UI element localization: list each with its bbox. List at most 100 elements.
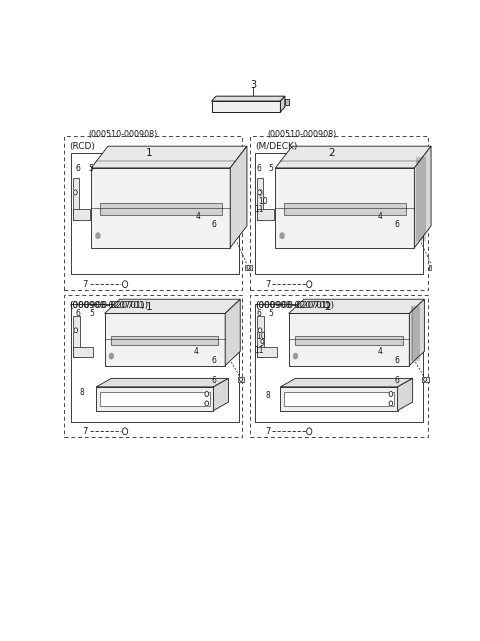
Text: (M/DECK): (M/DECK) bbox=[255, 142, 298, 151]
Polygon shape bbox=[257, 347, 277, 357]
Circle shape bbox=[73, 190, 77, 195]
Polygon shape bbox=[409, 299, 424, 365]
Text: (000908-020701): (000908-020701) bbox=[69, 301, 145, 310]
Polygon shape bbox=[285, 99, 289, 104]
Polygon shape bbox=[255, 153, 423, 274]
Circle shape bbox=[247, 265, 250, 269]
Text: 2: 2 bbox=[328, 149, 335, 158]
Text: 9: 9 bbox=[258, 189, 263, 198]
Text: (000908-020701): (000908-020701) bbox=[69, 301, 148, 310]
Text: 4: 4 bbox=[377, 347, 383, 356]
Polygon shape bbox=[71, 153, 239, 274]
Polygon shape bbox=[257, 210, 274, 220]
Text: 7: 7 bbox=[265, 427, 270, 436]
Text: 6: 6 bbox=[212, 356, 217, 365]
Text: 6: 6 bbox=[75, 164, 80, 173]
Circle shape bbox=[307, 281, 312, 288]
Polygon shape bbox=[280, 96, 285, 112]
Polygon shape bbox=[212, 96, 285, 101]
Polygon shape bbox=[414, 146, 431, 247]
Polygon shape bbox=[100, 392, 210, 406]
Circle shape bbox=[280, 233, 284, 238]
Text: (000908-020701): (000908-020701) bbox=[255, 301, 331, 310]
Circle shape bbox=[240, 378, 242, 381]
Text: 6: 6 bbox=[394, 376, 399, 385]
Polygon shape bbox=[280, 378, 413, 387]
Polygon shape bbox=[73, 347, 93, 357]
Circle shape bbox=[258, 328, 262, 333]
Polygon shape bbox=[73, 178, 79, 220]
Polygon shape bbox=[245, 265, 252, 270]
Circle shape bbox=[109, 353, 113, 359]
Text: 5: 5 bbox=[269, 164, 274, 173]
Circle shape bbox=[122, 428, 128, 435]
Polygon shape bbox=[225, 299, 240, 365]
Text: 7: 7 bbox=[83, 279, 88, 288]
Text: 8: 8 bbox=[80, 388, 84, 397]
Polygon shape bbox=[276, 168, 414, 247]
Circle shape bbox=[293, 353, 298, 359]
Text: 1: 1 bbox=[146, 149, 153, 158]
Polygon shape bbox=[212, 101, 280, 112]
Text: 6: 6 bbox=[394, 356, 399, 365]
Text: (000510-000908): (000510-000908) bbox=[267, 130, 336, 139]
Polygon shape bbox=[96, 378, 228, 387]
Circle shape bbox=[389, 392, 393, 396]
Polygon shape bbox=[91, 146, 247, 168]
Text: 6: 6 bbox=[257, 164, 262, 173]
Text: 6: 6 bbox=[212, 376, 217, 385]
Circle shape bbox=[205, 392, 209, 396]
Circle shape bbox=[258, 190, 261, 195]
Text: 4: 4 bbox=[193, 347, 198, 356]
Polygon shape bbox=[96, 387, 214, 411]
Circle shape bbox=[205, 401, 209, 406]
Text: 11: 11 bbox=[254, 204, 264, 213]
Polygon shape bbox=[214, 378, 228, 411]
Polygon shape bbox=[230, 146, 247, 247]
Text: 4: 4 bbox=[195, 212, 200, 221]
Circle shape bbox=[122, 281, 128, 288]
Polygon shape bbox=[397, 378, 413, 411]
Circle shape bbox=[307, 428, 312, 435]
Text: 7: 7 bbox=[265, 279, 270, 288]
Circle shape bbox=[74, 328, 78, 333]
Text: (000510-000908): (000510-000908) bbox=[89, 130, 158, 139]
Text: 10: 10 bbox=[258, 197, 267, 206]
Text: 5: 5 bbox=[89, 310, 94, 319]
Polygon shape bbox=[284, 392, 394, 406]
Text: 5: 5 bbox=[88, 164, 93, 173]
Text: 3: 3 bbox=[251, 80, 256, 90]
Text: 9: 9 bbox=[260, 339, 264, 348]
Polygon shape bbox=[255, 304, 423, 422]
Polygon shape bbox=[105, 313, 225, 365]
Text: 6: 6 bbox=[394, 221, 399, 229]
Text: (000908-020701): (000908-020701) bbox=[255, 301, 335, 310]
Polygon shape bbox=[422, 377, 429, 382]
Polygon shape bbox=[289, 299, 424, 313]
Text: 4: 4 bbox=[377, 212, 383, 221]
Circle shape bbox=[431, 265, 434, 269]
Circle shape bbox=[389, 401, 393, 406]
Text: 6: 6 bbox=[212, 221, 217, 229]
Polygon shape bbox=[429, 265, 436, 270]
Polygon shape bbox=[284, 203, 406, 215]
Text: 10: 10 bbox=[256, 331, 266, 340]
Text: (RCD): (RCD) bbox=[69, 142, 95, 151]
Polygon shape bbox=[238, 377, 244, 382]
Circle shape bbox=[96, 233, 100, 238]
Polygon shape bbox=[100, 203, 222, 215]
Polygon shape bbox=[105, 299, 240, 313]
Polygon shape bbox=[289, 313, 409, 365]
Polygon shape bbox=[73, 210, 90, 220]
Polygon shape bbox=[71, 304, 239, 422]
Polygon shape bbox=[111, 336, 218, 345]
Text: 2: 2 bbox=[324, 303, 331, 312]
Text: 1: 1 bbox=[146, 303, 153, 312]
Circle shape bbox=[424, 378, 427, 381]
Polygon shape bbox=[91, 168, 230, 247]
Text: 6: 6 bbox=[257, 310, 262, 319]
Text: 8: 8 bbox=[266, 391, 271, 400]
Text: 6: 6 bbox=[75, 310, 80, 319]
Polygon shape bbox=[276, 146, 431, 168]
Polygon shape bbox=[257, 316, 264, 357]
